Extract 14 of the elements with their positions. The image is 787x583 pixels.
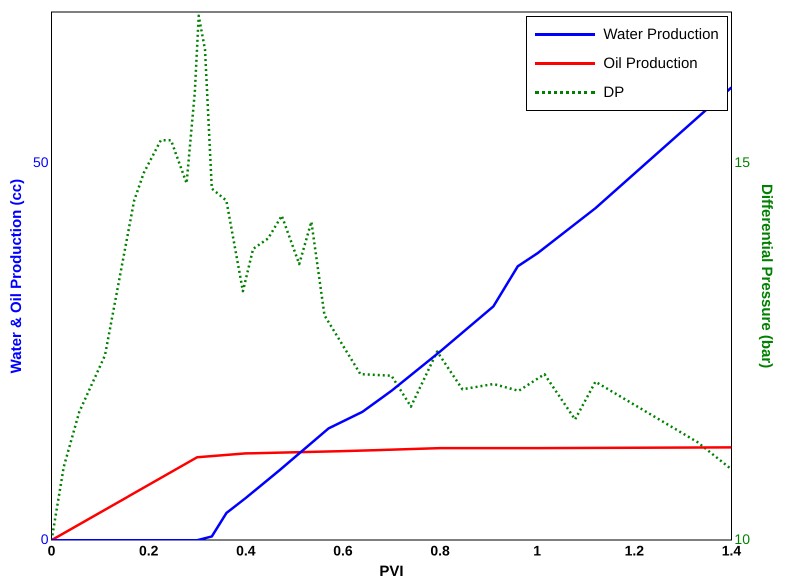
x-tick-label: 1 (533, 542, 542, 558)
x-axis-title: PVI (379, 563, 404, 580)
y-axis-title: Water & Oil Production (cc) (8, 178, 26, 374)
y-tick-label: 50 (32, 154, 49, 170)
legend-label: Oil Production (603, 55, 698, 72)
x-tick-label: 0.6 (333, 542, 353, 558)
x-tick-label: 0.4 (236, 542, 256, 558)
x-tick-label: 1.2 (624, 542, 644, 558)
y2-tick-label: 15 (734, 154, 750, 170)
y2-axis-title: Differential Pressure (bar) (758, 184, 775, 368)
x-tick-label: 0.2 (138, 542, 159, 558)
x-tick-label: 0.8 (430, 542, 450, 558)
legend-label: Water Production (603, 26, 719, 43)
legend-label: DP (603, 84, 624, 101)
